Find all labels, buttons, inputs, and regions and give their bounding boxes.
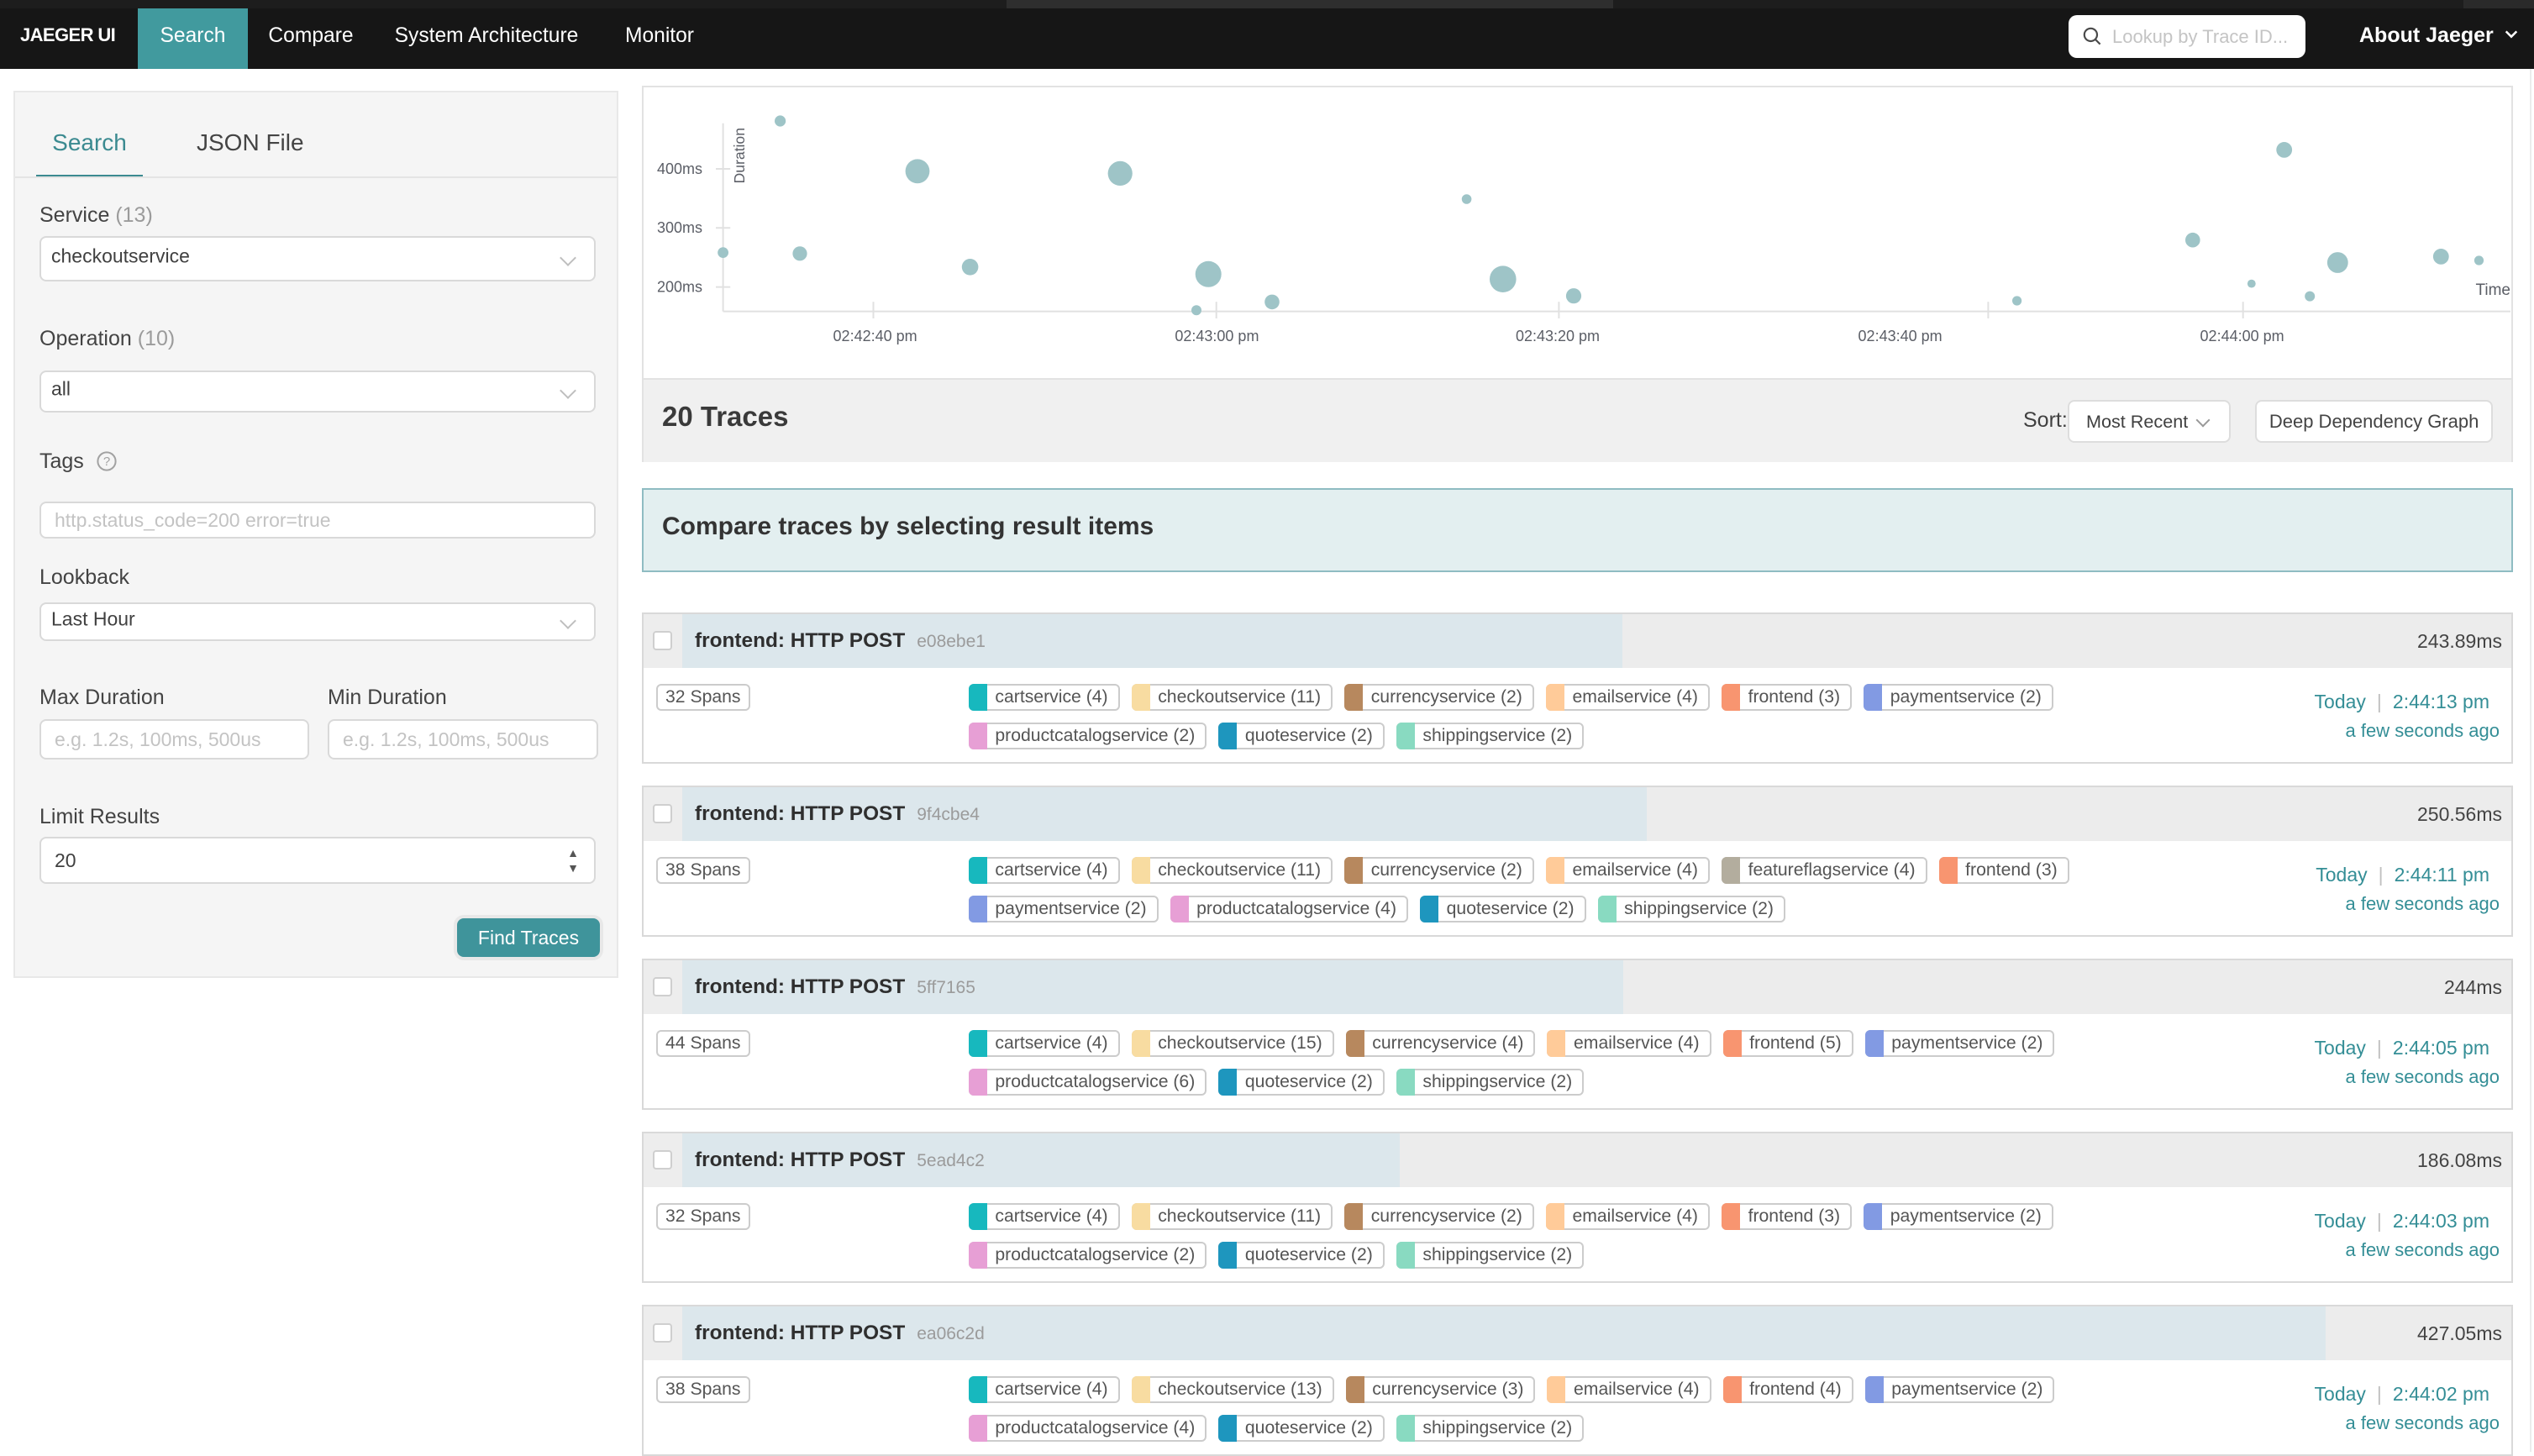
svg-text:?: ? [103, 455, 110, 469]
svg-text:200ms: 200ms [657, 279, 702, 296]
svg-text:Time: Time [2475, 281, 2510, 299]
svg-text:02:42:40 pm: 02:42:40 pm [833, 328, 917, 344]
svg-text:02:43:40 pm: 02:43:40 pm [1858, 328, 1943, 344]
svg-text:02:43:00 pm: 02:43:00 pm [1175, 328, 1259, 344]
svg-text:300ms: 300ms [657, 219, 702, 236]
svg-text:Duration: Duration [731, 128, 748, 184]
svg-text:02:44:00 pm: 02:44:00 pm [2200, 328, 2284, 344]
svg-text:400ms: 400ms [657, 160, 702, 177]
svg-text:02:43:20 pm: 02:43:20 pm [1516, 328, 1600, 344]
